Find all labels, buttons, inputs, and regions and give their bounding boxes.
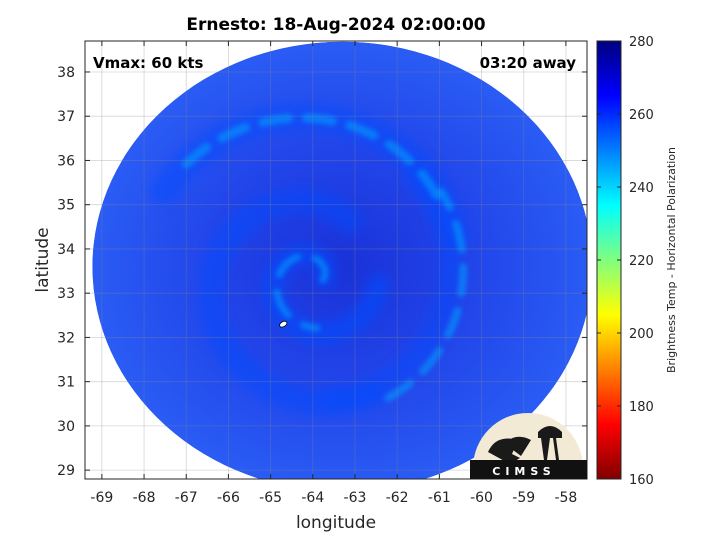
y-tick-label: 33 bbox=[57, 286, 75, 302]
y-axis-label: latitude bbox=[33, 227, 53, 292]
logo-banner bbox=[470, 460, 587, 479]
x-tick-label: -68 bbox=[133, 490, 156, 506]
x-tick-label: -61 bbox=[428, 490, 451, 506]
colorbar-label: Brightness Temp - Horizontal Polarizatio… bbox=[665, 147, 678, 373]
x-tick-label: -67 bbox=[175, 490, 198, 506]
colorbar-tick-label: 260 bbox=[629, 108, 654, 123]
y-tick-label: 35 bbox=[57, 198, 75, 214]
colorbar-ticks: 160 180 200 220 240 260 280 bbox=[597, 35, 654, 488]
logo-water-tower-icon bbox=[538, 426, 562, 460]
x-axis-label: longitude bbox=[296, 513, 376, 533]
x-tick-label: -63 bbox=[344, 490, 367, 506]
rain-band-highlights bbox=[181, 113, 468, 402]
y-tick-label: 31 bbox=[57, 375, 75, 391]
colorbar-tick-label: 220 bbox=[629, 254, 654, 269]
y-tick-label: 34 bbox=[57, 242, 75, 258]
y-tick-label: 29 bbox=[57, 463, 75, 479]
colorbar-tick-label: 160 bbox=[629, 473, 654, 488]
colorbar-tick-label: 280 bbox=[629, 35, 654, 50]
x-tick-label: -64 bbox=[301, 490, 324, 506]
logo-text: CIMSS bbox=[492, 465, 555, 478]
grid-lines bbox=[85, 41, 587, 479]
colorbar-tick-label: 200 bbox=[629, 327, 654, 342]
y-tick-label: 37 bbox=[57, 109, 75, 125]
plot-area bbox=[85, 41, 587, 479]
chart-title: Ernesto: 18-Aug-2024 02:00:00 bbox=[186, 15, 485, 35]
plot-frame bbox=[84, 40, 588, 480]
x-tick-label: -58 bbox=[554, 490, 577, 506]
rain-band-bright bbox=[384, 187, 468, 402]
y-tick-label: 30 bbox=[57, 419, 75, 435]
y-axis-ticks: 29 30 31 32 33 34 35 36 37 38 bbox=[57, 65, 587, 479]
x-tick-label: -60 bbox=[470, 490, 493, 506]
cimss-logo: CIMSS bbox=[470, 413, 587, 479]
cold-spot-marker bbox=[279, 320, 288, 328]
y-tick-label: 32 bbox=[57, 330, 75, 346]
vmax-annotation: Vmax: 60 kts bbox=[93, 54, 203, 72]
x-tick-label: -62 bbox=[386, 490, 409, 506]
colorbar-tick-label: 240 bbox=[629, 181, 654, 196]
x-tick-label: -66 bbox=[217, 490, 240, 506]
rain-band bbox=[321, 162, 463, 411]
y-tick-label: 36 bbox=[57, 153, 75, 169]
rain-band-bright bbox=[181, 113, 442, 200]
rain-band-bright bbox=[273, 252, 329, 332]
y-tick-label: 38 bbox=[57, 65, 75, 81]
logo-dish-icon-2 bbox=[505, 436, 531, 456]
microwave-swath bbox=[92, 41, 587, 479]
rain-band bbox=[198, 187, 387, 416]
x-tick-label: -69 bbox=[90, 490, 113, 506]
x-tick-label: -59 bbox=[512, 490, 535, 506]
x-tick-label: -65 bbox=[259, 490, 282, 506]
colorbar-tick-label: 180 bbox=[629, 400, 654, 415]
time-offset-annotation: 03:20 away bbox=[480, 54, 577, 72]
